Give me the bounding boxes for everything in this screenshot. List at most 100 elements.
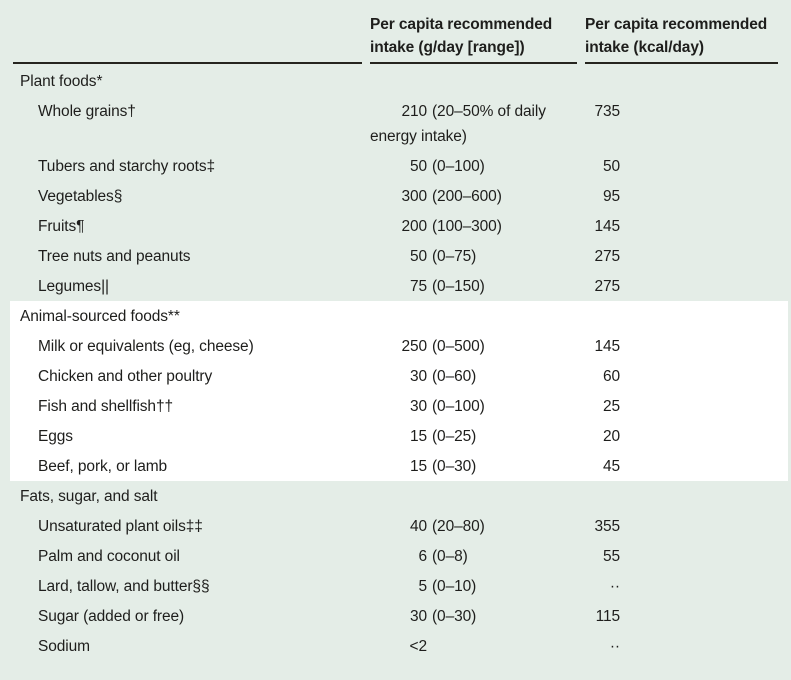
gday-cell: 50 (0–75) bbox=[370, 241, 585, 271]
food-label: Unsaturated plant oils‡‡ bbox=[38, 518, 203, 535]
table-row: Fish and shellfish†† 30 (0–100) 25 bbox=[10, 391, 788, 421]
table-row: Eggs 15 (0–25) 20 bbox=[10, 421, 788, 451]
gday-range: (0–100) bbox=[432, 158, 485, 175]
kcal-value: 145 bbox=[594, 218, 620, 235]
gday-cell: 6 (0–8) bbox=[370, 541, 585, 571]
food-label: Tree nuts and peanuts bbox=[38, 248, 191, 265]
table-row: Palm and coconut oil 6 (0–8) 55 bbox=[10, 541, 788, 571]
food-label: Fruits¶ bbox=[38, 218, 85, 235]
table-body: Plant foods* Whole grains† 210 (20–50% of… bbox=[0, 66, 791, 661]
gday-range: (20–50% of daily energy intake) bbox=[370, 103, 546, 145]
section-label: Plant foods* bbox=[20, 73, 103, 90]
kcal-value: 25 bbox=[602, 398, 620, 415]
gday-range: (0–30) bbox=[432, 458, 477, 475]
table-row: Sugar (added or free) 30 (0–30) 115 bbox=[10, 601, 788, 631]
kcal-value: 55 bbox=[602, 548, 620, 565]
gday-cell: 15 (0–30) bbox=[370, 451, 585, 481]
gday-range: (0–60) bbox=[432, 368, 477, 385]
kcal-cell: 115 bbox=[585, 601, 778, 631]
gday-range: (0–75) bbox=[432, 248, 477, 265]
table-row: Fruits¶ 200 (100–300) 145 bbox=[10, 211, 788, 241]
gday-value: 30 bbox=[409, 608, 427, 625]
table-row: Legumes|| 75 (0–150) 275 bbox=[10, 271, 788, 301]
gday-value: 210 bbox=[401, 103, 427, 120]
gday-cell: 200 (100–300) bbox=[370, 211, 585, 241]
gday-cell: 250 (0–500) bbox=[370, 331, 585, 361]
gday-cell: 5 (0–10) bbox=[370, 571, 585, 601]
kcal-cell: 145 bbox=[585, 211, 778, 241]
table-row: Chicken and other poultry 30 (0–60) 60 bbox=[10, 361, 788, 391]
section-header-row: Animal-sourced foods** bbox=[10, 301, 788, 331]
gday-cell: 30 (0–30) bbox=[370, 601, 585, 631]
gday-range: (0–150) bbox=[432, 278, 485, 295]
gday-cell: 30 (0–60) bbox=[370, 361, 585, 391]
gday-value: 250 bbox=[401, 338, 427, 355]
gday-range: (0–100) bbox=[432, 398, 485, 415]
kcal-value: 60 bbox=[602, 368, 620, 385]
food-label: Eggs bbox=[38, 428, 73, 445]
section-label: Animal-sourced foods** bbox=[20, 308, 180, 325]
kcal-cell: 735 bbox=[585, 96, 778, 151]
gday-value: 15 bbox=[409, 428, 427, 445]
table-section: Fats, sugar, and salt Unsaturated plant … bbox=[10, 481, 788, 661]
kcal-cell: 50 bbox=[585, 151, 778, 181]
gday-value: 15 bbox=[409, 458, 427, 475]
gday-cell: 210 (20–50% of daily energy intake) bbox=[370, 96, 585, 151]
section-label: Fats, sugar, and salt bbox=[20, 488, 158, 505]
kcal-cell: 275 bbox=[585, 241, 778, 271]
header-gday-column: Per capita recommended intake (g/day [ra… bbox=[370, 13, 577, 64]
gday-value: 30 bbox=[409, 368, 427, 385]
kcal-value: ·· bbox=[609, 638, 620, 655]
gday-cell: 50 (0–100) bbox=[370, 151, 585, 181]
food-label: Legumes|| bbox=[38, 278, 109, 295]
gday-value: 300 bbox=[401, 188, 427, 205]
section-header-row: Plant foods* bbox=[10, 66, 788, 96]
kcal-cell: 55 bbox=[585, 541, 778, 571]
kcal-value: 145 bbox=[594, 338, 620, 355]
gday-range: (0–8) bbox=[432, 548, 468, 565]
kcal-cell: ·· bbox=[585, 631, 778, 661]
kcal-value: 735 bbox=[594, 103, 620, 120]
food-label: Fish and shellfish†† bbox=[38, 398, 173, 415]
food-label: Palm and coconut oil bbox=[38, 548, 180, 565]
table-section: Plant foods* Whole grains† 210 (20–50% of… bbox=[10, 66, 788, 301]
kcal-value: 355 bbox=[594, 518, 620, 535]
kcal-cell: 45 bbox=[585, 451, 778, 481]
gday-value: 50 bbox=[409, 158, 427, 175]
food-label: Sodium bbox=[38, 638, 90, 655]
table-row: Tree nuts and peanuts 50 (0–75) 275 bbox=[10, 241, 788, 271]
table-row: Beef, pork, or lamb 15 (0–30) 45 bbox=[10, 451, 788, 481]
kcal-value: 115 bbox=[595, 608, 621, 625]
kcal-cell: 20 bbox=[585, 421, 778, 451]
dietary-intake-table: Per capita recommended intake (g/day [ra… bbox=[0, 0, 791, 661]
gday-cell: 75 (0–150) bbox=[370, 271, 585, 301]
table-row: Sodium <2 ·· bbox=[10, 631, 788, 661]
table-header-row: Per capita recommended intake (g/day [ra… bbox=[0, 0, 791, 64]
gday-range: (0–25) bbox=[432, 428, 477, 445]
kcal-value: 45 bbox=[602, 458, 620, 475]
gday-range: (0–10) bbox=[432, 578, 477, 595]
gday-value: 30 bbox=[409, 398, 427, 415]
gday-value: <2 bbox=[409, 638, 428, 655]
kcal-cell: 25 bbox=[585, 391, 778, 421]
kcal-cell: 275 bbox=[585, 271, 778, 301]
gday-value: 75 bbox=[409, 278, 427, 295]
gday-cell: 40 (20–80) bbox=[370, 511, 585, 541]
header-kcal-column: Per capita recommended intake (kcal/day) bbox=[585, 13, 778, 64]
food-label: Tubers and starchy roots‡ bbox=[38, 158, 215, 175]
kcal-value: 50 bbox=[602, 158, 620, 175]
header-food-column-spacer bbox=[13, 13, 362, 64]
kcal-value: 20 bbox=[602, 428, 620, 445]
gday-cell: 300 (200–600) bbox=[370, 181, 585, 211]
table-row: Whole grains† 210 (20–50% of daily energy… bbox=[10, 96, 788, 151]
kcal-value: ·· bbox=[609, 578, 620, 595]
table-section: Animal-sourced foods** Milk or equivalen… bbox=[10, 301, 788, 481]
food-label: Lard, tallow, and butter§§ bbox=[38, 578, 210, 595]
gday-cell: <2 bbox=[370, 631, 585, 661]
gday-range: (100–300) bbox=[432, 218, 502, 235]
table-row: Lard, tallow, and butter§§ 5 (0–10) ·· bbox=[10, 571, 788, 601]
gday-value: 50 bbox=[409, 248, 427, 265]
gday-range: (0–30) bbox=[432, 608, 477, 625]
kcal-cell: ·· bbox=[585, 571, 778, 601]
gday-cell: 15 (0–25) bbox=[370, 421, 585, 451]
